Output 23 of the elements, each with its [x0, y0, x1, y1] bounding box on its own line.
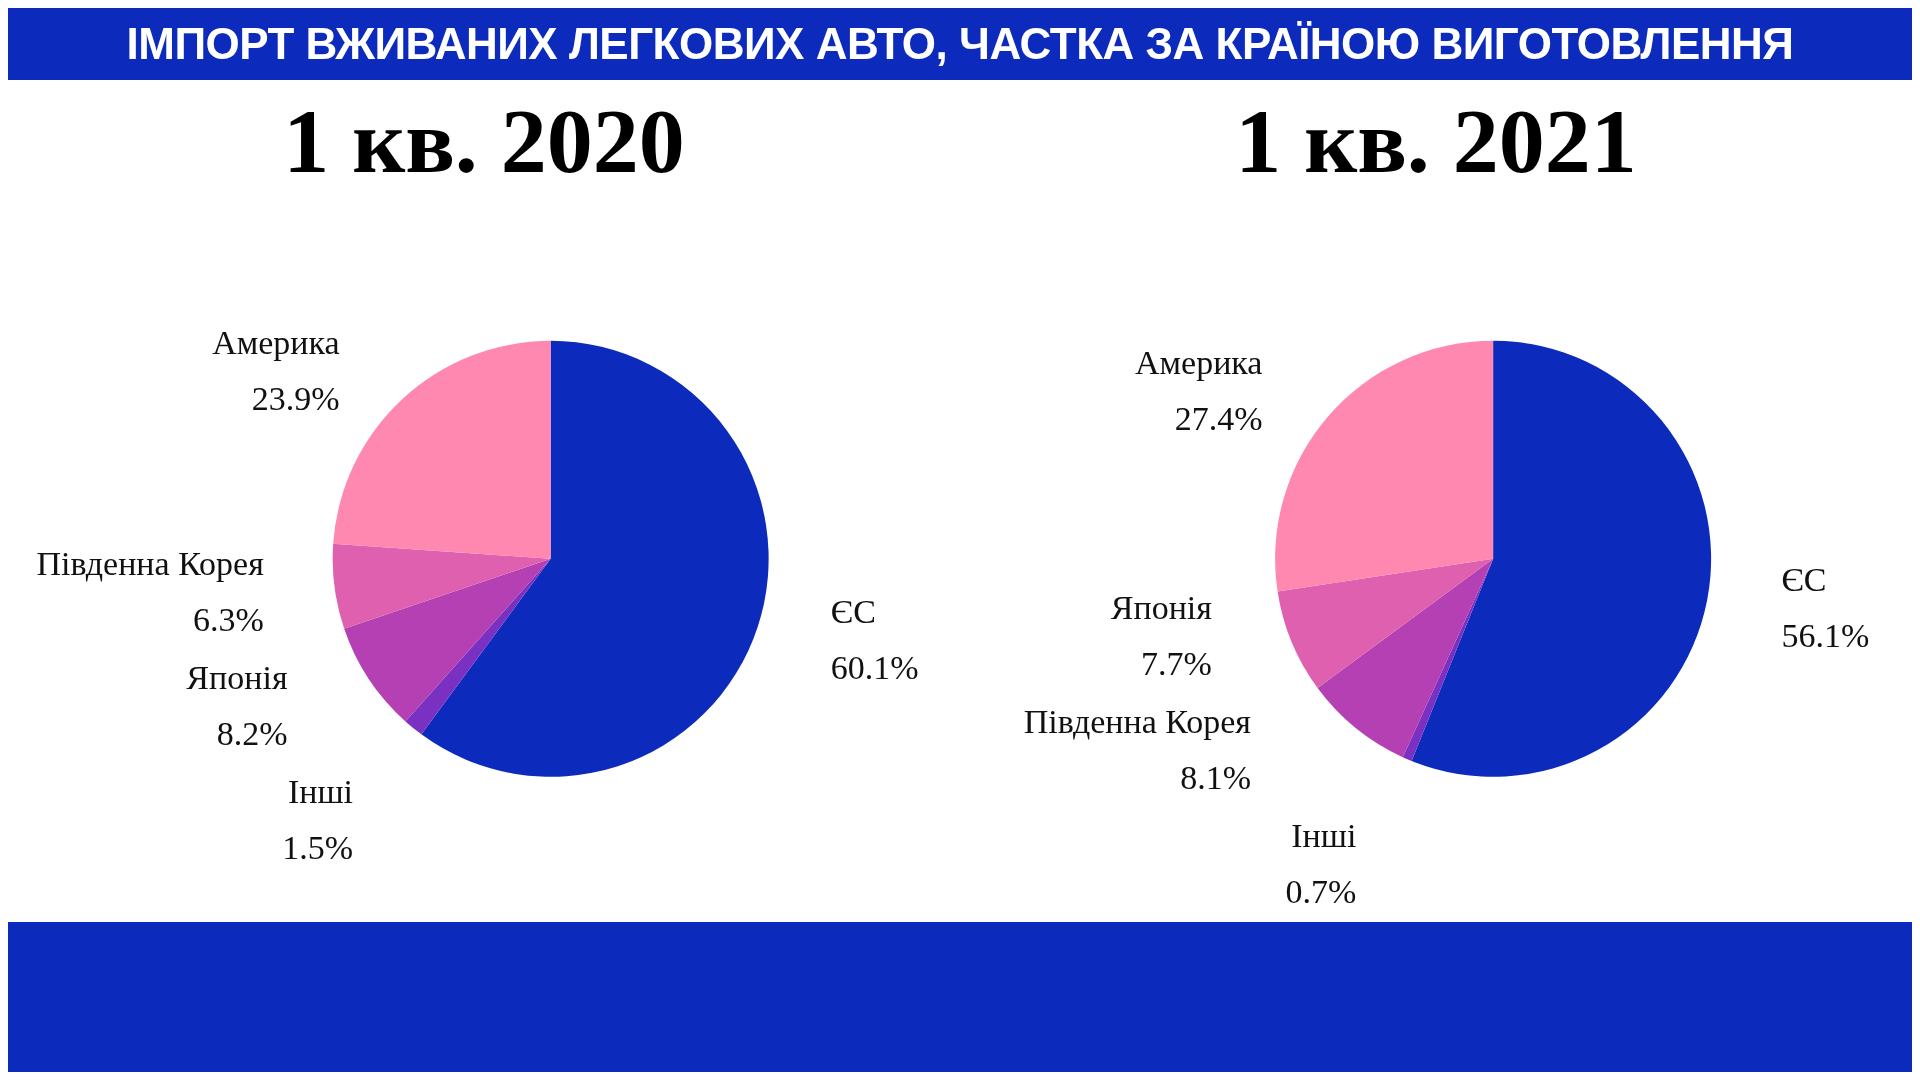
slice-label: Південна Корея: [36, 545, 265, 583]
data-label: 27.4%: [1174, 400, 1263, 438]
data-label: 1.5%: [282, 829, 354, 867]
data-label: 8.1%: [1180, 758, 1251, 796]
slice-label: Інші: [287, 773, 354, 811]
slice-label: Америка: [1135, 344, 1263, 382]
slice-label: Японія: [1110, 588, 1213, 626]
data-label: 23.9%: [251, 379, 340, 417]
data-label: 60.1%: [830, 648, 919, 686]
slice-label: Японія: [186, 659, 288, 697]
slice-label: ЄС: [830, 592, 876, 630]
slice-label: Америка: [212, 323, 340, 361]
slice-label: Інші: [1291, 816, 1357, 854]
data-label: 6.3%: [193, 601, 264, 639]
chart-title: ІМПОРТ ВЖИВАНИХ ЛЕГКОВИХ АВТО, ЧАСТКА ЗА КРАЇНОЮ ВИГОТОВЛЕННЯ: [8, 8, 1912, 80]
data-label: 0.7%: [1285, 872, 1357, 910]
chart-subtitle: 1 кв. 2021: [1235, 90, 1637, 192]
chart-subtitle: 1 кв. 2020: [283, 90, 685, 192]
data-label: 56.1%: [1781, 617, 1870, 655]
slice-label: Південна Корея: [1023, 702, 1252, 740]
data-label: 8.2%: [216, 715, 288, 753]
data-label: 7.7%: [1141, 644, 1212, 682]
slice-label: ЄС: [1781, 561, 1827, 599]
